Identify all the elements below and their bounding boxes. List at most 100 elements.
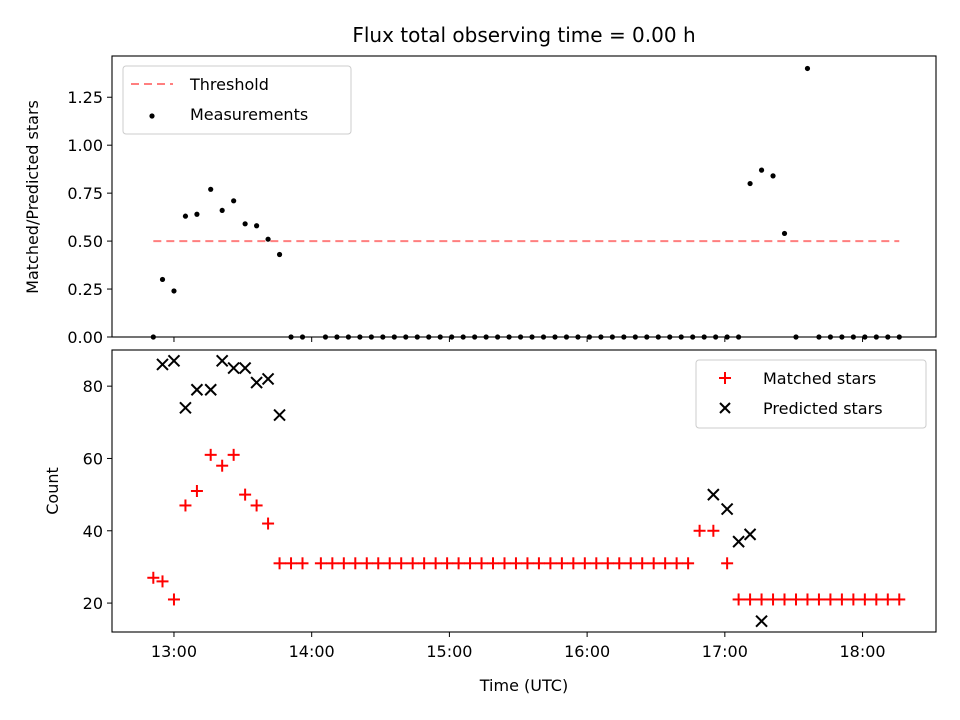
chart-title: Flux total observing time = 0.00 h [352, 23, 695, 47]
predicted-point [743, 528, 757, 541]
top-y-tick-label: 0.00 [67, 328, 103, 347]
bottom-x-ticks: 13:00 14:00 15:00 16:00 17:00 18:00 [151, 632, 886, 661]
matched-point [475, 557, 488, 570]
top-y-tick-label: 1.25 [67, 88, 103, 107]
measurement-point [159, 276, 166, 283]
bottom-x-tick-label: 13:00 [151, 642, 197, 661]
predicted-point [179, 401, 192, 415]
measurement-point [758, 167, 765, 173]
legend-matched-swatch [719, 372, 731, 384]
legend-measurements-swatch [149, 113, 155, 119]
legend-threshold-label: Threshold [189, 75, 269, 94]
matched-point [204, 448, 217, 461]
top-y-tick-label: 1.00 [67, 136, 103, 155]
matched-point [870, 593, 883, 606]
matched-point [755, 593, 768, 606]
matched-point [285, 557, 298, 570]
matched-point [693, 524, 706, 537]
bottom-y-axis-label: Count [43, 467, 62, 515]
matched-point [383, 557, 396, 570]
matched-point [812, 593, 825, 606]
matched-point [239, 488, 252, 501]
legend-predicted-swatch [719, 402, 731, 414]
matched-point [179, 499, 192, 512]
top-legend: Threshold Measurements [122, 65, 352, 135]
matched-point [395, 557, 408, 570]
measurement-point [208, 186, 214, 192]
matched-point [273, 557, 286, 570]
matched-point [778, 593, 791, 606]
matched-point [464, 557, 477, 570]
bottom-y-tick-label: 40 [83, 522, 103, 541]
measurement-point [804, 65, 811, 72]
top-y-ticks: 0.00 0.25 0.50 0.75 1.00 1.25 [67, 88, 112, 347]
measurement-point [171, 288, 177, 294]
matched-point [452, 557, 465, 570]
predicted-point [755, 614, 768, 628]
predicted-point [732, 535, 745, 548]
matched-point [314, 557, 327, 570]
matched-point [707, 524, 720, 537]
matched-point [601, 557, 614, 570]
matched-point [555, 557, 568, 570]
matched-point [578, 557, 591, 570]
matched-point [789, 593, 802, 606]
measurement-point [781, 230, 788, 237]
predicted-point [227, 361, 240, 375]
measurement-point [747, 180, 753, 187]
matched-point [647, 557, 660, 570]
predicted-point [190, 383, 204, 396]
matched-point [487, 557, 500, 570]
predicted-point [261, 372, 275, 386]
matched-point [682, 557, 695, 570]
matched-point [509, 557, 522, 570]
top-x-ticks [173, 337, 864, 342]
matched-point [498, 557, 511, 570]
matched-point [613, 557, 626, 570]
matched-point [147, 571, 160, 584]
matched-point [326, 557, 339, 570]
bottom-y-tick-label: 80 [83, 377, 103, 396]
legend-matched-label: Matched stars [763, 369, 876, 388]
measurement-point [265, 236, 271, 242]
measurement-point [254, 223, 260, 229]
bottom-x-tick-label: 15:00 [426, 642, 472, 661]
top-y-tick-label: 0.50 [67, 232, 103, 251]
matched-point [418, 557, 431, 570]
predicted-point [204, 383, 217, 396]
matched-point [744, 593, 757, 606]
matched-point [721, 557, 734, 570]
bottom-x-tick-label: 14:00 [289, 642, 335, 661]
top-y-axis-label: Matched/Predicted stars [23, 100, 42, 294]
measurement-point [194, 211, 200, 217]
matched-point [349, 557, 362, 570]
matched-point [262, 517, 275, 530]
matched-point [296, 557, 309, 570]
predicted-point [250, 376, 263, 389]
top-panel: Flux total observing time = 0.00 h 0.00 0… [23, 23, 937, 347]
matched-point [532, 557, 545, 570]
matched-point [881, 593, 894, 606]
bottom-x-tick-label: 17:00 [702, 642, 748, 661]
bottom-x-axis-label: Time (UTC) [479, 676, 568, 695]
bottom-legend: Matched stars Predicted stars [695, 359, 927, 429]
predicted-point [156, 358, 169, 371]
bottom-y-ticks: 20 40 60 80 [83, 377, 112, 613]
matched-point [156, 575, 169, 588]
predicted-point [720, 502, 734, 516]
measurement-point [231, 198, 237, 204]
measurement-point [276, 251, 283, 258]
matched-point [360, 557, 373, 570]
matched-point [590, 557, 603, 570]
matched-point [544, 557, 557, 570]
matched-point [227, 448, 240, 461]
matched-point [659, 557, 672, 570]
matched-point [250, 499, 263, 512]
matched-point [893, 593, 906, 606]
predicted-point [707, 488, 720, 501]
matched-point [824, 593, 837, 606]
matched-point [567, 557, 580, 570]
bottom-y-tick-label: 60 [83, 449, 103, 468]
